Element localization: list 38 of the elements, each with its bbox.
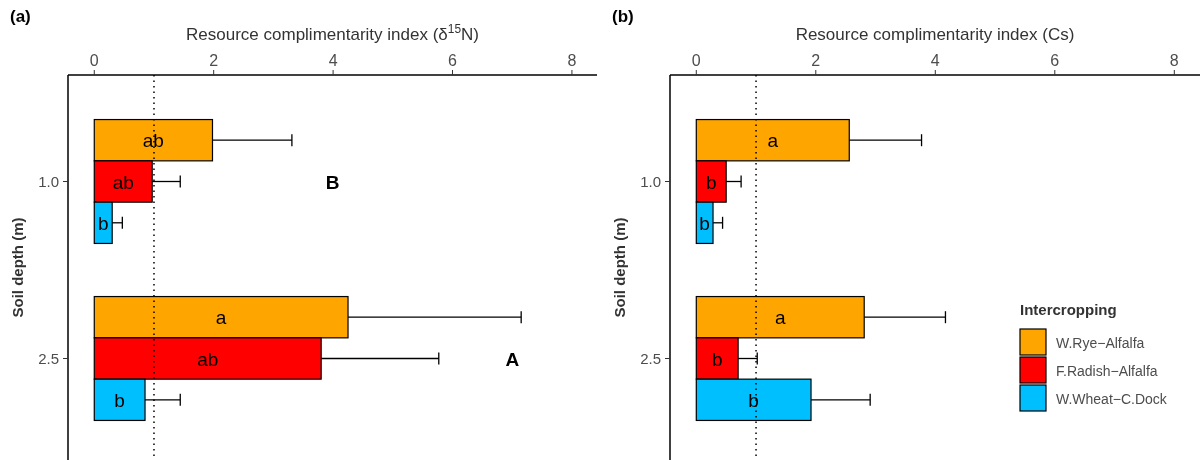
x-tick-label: 6 [448, 52, 458, 69]
legend-label: W.Wheat−C.Dock [1056, 391, 1168, 407]
chart-title: (b) [612, 7, 634, 26]
x-axis-title: Resource complimentarity index (δ$^{15}$N) [186, 22, 479, 44]
data-label: b [748, 389, 759, 411]
y-tick-label: 2.5 [640, 349, 661, 367]
chart-title: (a) [10, 7, 31, 26]
x-tick-label: 8 [1169, 52, 1179, 69]
x-axis-title: Resource complimentarity index (Cs) [795, 25, 1075, 44]
x-tick-label: 4 [930, 52, 940, 69]
y-axis-title: Soil depth (m) [9, 217, 26, 318]
data-label: b [114, 389, 125, 411]
data-label: b [705, 171, 717, 193]
x-tick-label: 0 [89, 52, 99, 69]
legend-label: W.Rye−Alfalfa [1056, 335, 1145, 351]
x-tick-label: 8 [567, 52, 577, 69]
x-tick-label: 0 [691, 52, 701, 69]
data-label: a [215, 307, 227, 329]
data-label: b [711, 348, 723, 370]
legend-title: Intercropping [1020, 301, 1117, 318]
y-axis-title: Soil depth (m) [611, 217, 628, 318]
data-label: b [699, 212, 710, 234]
data-label: a [774, 307, 786, 329]
annotation: A [505, 348, 520, 370]
data-label: ab [112, 171, 134, 193]
x-tick-label: 2 [209, 52, 219, 69]
data-label: b [97, 212, 109, 234]
y-tick-label: 1.0 [38, 172, 59, 190]
x-tick-label: 4 [328, 52, 338, 69]
data-label: a [767, 130, 779, 152]
legend-label: F.Radish−Alfalfa [1056, 363, 1158, 379]
x-tick-label: 2 [811, 52, 821, 69]
x-tick-label: 6 [1050, 52, 1060, 69]
annotation: B [325, 171, 340, 193]
data-label: ab [142, 130, 164, 152]
y-tick-label: 1.0 [640, 172, 661, 190]
data-label: ab [197, 348, 219, 370]
y-tick-label: 2.5 [38, 349, 59, 367]
